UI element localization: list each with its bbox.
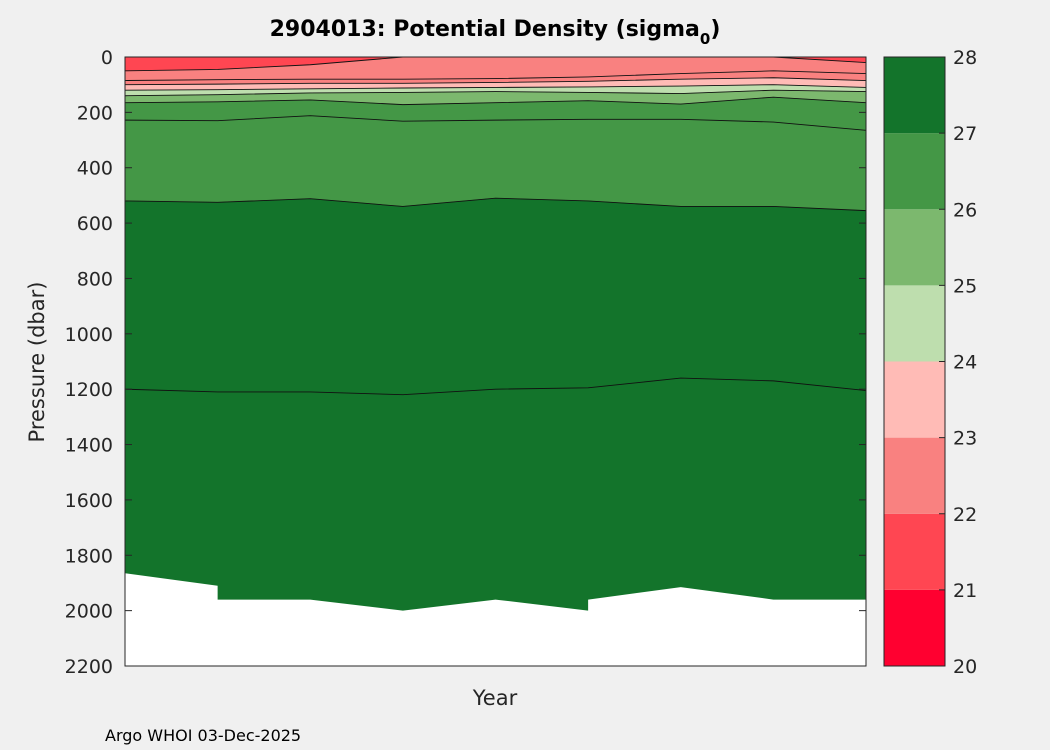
y-tick-label: 1600 bbox=[65, 490, 113, 512]
colorbar-tick-label: 24 bbox=[953, 352, 977, 374]
colorbar-tick-label: 25 bbox=[953, 275, 977, 297]
contour-line-26 bbox=[124, 96, 867, 106]
chart-title-subscript: 0 bbox=[700, 30, 710, 48]
density-band-26-5 bbox=[124, 115, 867, 211]
chart-title-main: 2904013: Potential Density (sigma bbox=[270, 17, 700, 42]
y-tick-label: 1200 bbox=[65, 379, 113, 401]
colorbar-segment-26 bbox=[884, 133, 945, 210]
y-tick-label: 1800 bbox=[65, 545, 113, 567]
y-tick-label: 1000 bbox=[65, 324, 113, 346]
contour-line-27 bbox=[124, 197, 867, 212]
colorbar-ticks: 20 21 22 23 24 25 26 27 28 bbox=[939, 47, 977, 678]
plot-frame bbox=[124, 56, 867, 667]
plot-area bbox=[124, 56, 867, 667]
colorbar-segment-27 bbox=[884, 57, 945, 134]
contour-line-22-5 bbox=[124, 70, 867, 81]
colorbar bbox=[883, 56, 946, 667]
colorbar-segment-20 bbox=[884, 589, 945, 666]
colorbar-tick-label: 21 bbox=[953, 580, 977, 602]
footer-credit: Argo WHOI 03-Dec-2025 bbox=[105, 726, 301, 745]
contour-line-27-5 bbox=[124, 377, 867, 396]
y-tick-label: 0 bbox=[101, 47, 113, 69]
contour-line-25 bbox=[124, 89, 867, 97]
colorbar-tick-label: 23 bbox=[953, 428, 977, 450]
colorbar-tick-label: 20 bbox=[953, 656, 977, 678]
no-data-region bbox=[125, 573, 866, 666]
colorbar-tick-label: 22 bbox=[953, 504, 977, 526]
y-tick-label: 2200 bbox=[65, 656, 113, 678]
colorbar-segment-23 bbox=[884, 361, 945, 438]
contour-line-23 bbox=[124, 77, 867, 86]
chart-title-suffix: ) bbox=[710, 17, 720, 42]
y-tick-label: 600 bbox=[77, 213, 113, 235]
colorbar-segment-25 bbox=[884, 209, 945, 286]
colorbar-segment-22 bbox=[884, 437, 945, 514]
y-tick-label: 200 bbox=[77, 102, 113, 124]
contour-line-26-5 bbox=[124, 115, 867, 131]
y-axis-label: Pressure (dbar) bbox=[25, 282, 49, 443]
colorbar-segment-21 bbox=[884, 513, 945, 590]
y-tick-label: 800 bbox=[77, 268, 113, 290]
colorbar-tick-label: 26 bbox=[953, 199, 977, 221]
y-tick-label: 2000 bbox=[65, 601, 113, 623]
colorbar-tick-label: 27 bbox=[953, 123, 977, 145]
x-axis-label: Year bbox=[472, 686, 518, 710]
colorbar-segment-24 bbox=[884, 285, 945, 362]
y-tick-label: 1400 bbox=[65, 435, 113, 457]
svg-text:2904013: Potential Density (si: 2904013: Potential Density (sigma0) bbox=[270, 17, 721, 48]
colorbar-tick-label: 28 bbox=[953, 47, 977, 69]
y-tick-label: 400 bbox=[77, 158, 113, 180]
contour-line-24 bbox=[124, 84, 867, 91]
chart-title: 2904013: Potential Density (sigma0) bbox=[270, 17, 721, 48]
density-band-27 bbox=[124, 197, 867, 395]
y-axis-ticks: 0 200 400 600 800 1000 1200 1400 1600 1800 2000 220… bbox=[65, 47, 866, 678]
